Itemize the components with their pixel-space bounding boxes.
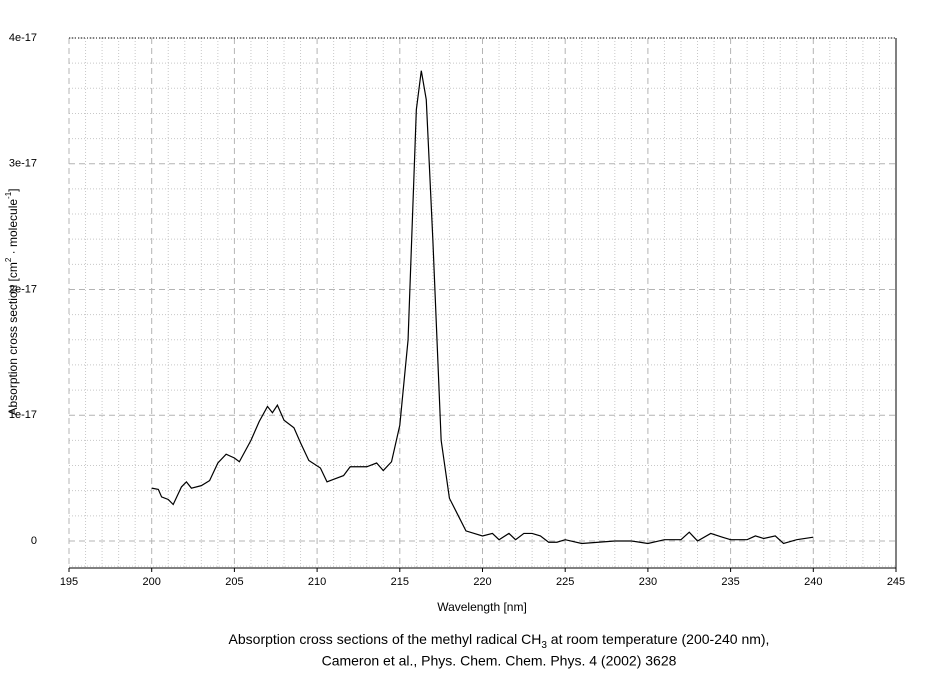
y-tick-label: 4e-17 — [9, 32, 37, 44]
x-tick-label: 205 — [225, 576, 243, 588]
x-tick-label: 195 — [60, 576, 78, 588]
y-label-part: Absorption cross section [cm — [6, 262, 20, 415]
x-axis-label: Wavelength [nm] — [437, 600, 527, 614]
y-label-part: · molecule — [6, 199, 20, 258]
x-tick-label: 240 — [804, 576, 822, 588]
title-sub: 3 — [541, 640, 547, 651]
title-part: at room temperature (200-240 nm), — [547, 631, 770, 647]
y-label-sup: 2 — [4, 257, 13, 262]
x-tick-label: 245 — [887, 576, 905, 588]
x-tick-label: 210 — [308, 576, 326, 588]
x-tick-label: 235 — [721, 576, 739, 588]
title-part: Absorption cross sections of the methyl … — [229, 631, 542, 647]
x-tick-label: 225 — [556, 576, 574, 588]
x-tick-label: 230 — [639, 576, 657, 588]
x-tick-label: 200 — [143, 576, 161, 588]
y-label-sup: -1 — [4, 191, 13, 199]
x-tick-label: 220 — [473, 576, 491, 588]
y-tick-label: 1e-17 — [9, 409, 37, 421]
y-label-part: ] — [6, 188, 20, 191]
chart-subtitle: Cameron et al., Phys. Chem. Chem. Phys. … — [322, 653, 677, 669]
y-tick-label: 2e-17 — [9, 283, 37, 295]
y-axis-label: Absorption cross section [cm2 · molecule… — [4, 188, 20, 415]
y-tick-label: 0 — [31, 535, 37, 547]
data-line — [151, 70, 814, 545]
x-tick-label: 215 — [391, 576, 409, 588]
chart-title: Absorption cross sections of the methyl … — [229, 631, 770, 651]
y-tick-label: 3e-17 — [9, 158, 37, 170]
